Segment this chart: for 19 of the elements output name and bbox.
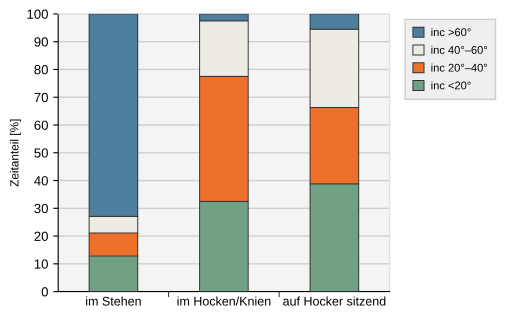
y-tick-label: 0: [42, 287, 48, 297]
y-axis-title: Zeitanteil [%]: [10, 119, 21, 187]
y-tick-label: 80: [34, 65, 48, 74]
x-tick-label: im Stehen: [86, 296, 141, 306]
y-tick-label: 40: [34, 176, 48, 186]
y-tick-label: 60: [34, 120, 48, 130]
legend-label: inc 20°–40°: [431, 63, 488, 72]
legend-label: inc >60°: [431, 28, 471, 36]
y-tick-label: 90: [34, 37, 48, 47]
y-tick-label: 20: [34, 232, 48, 241]
y-tick-label: 10: [34, 259, 48, 269]
x-tick-label: im Hocken/Knien: [178, 296, 270, 306]
y-tick-label: 70: [34, 92, 48, 102]
legend-label: inc <20°: [431, 81, 471, 90]
y-tick-label: 50: [34, 148, 48, 158]
legend-label: inc 40°–60°: [431, 46, 488, 54]
x-tick-label: auf Hocker sitzend: [283, 296, 386, 306]
y-tick-label: 30: [34, 204, 48, 214]
y-tick-label: 100: [27, 10, 48, 19]
